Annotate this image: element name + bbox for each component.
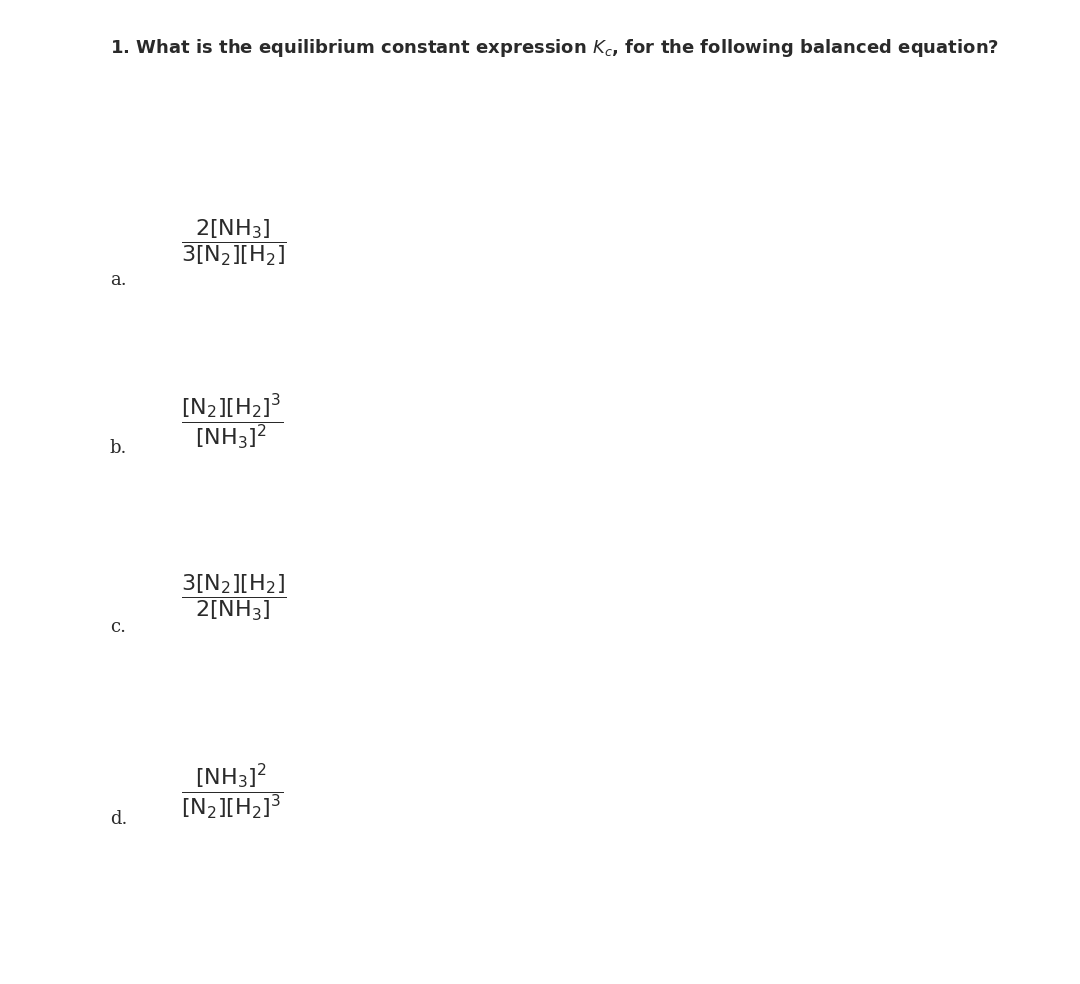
Text: d.: d. [110, 810, 127, 828]
Text: $\dfrac{[\mathrm{N_2}][\mathrm{H_2}]^3}{[\mathrm{NH_3}]^2}$: $\dfrac{[\mathrm{N_2}][\mathrm{H_2}]^3}{… [181, 392, 283, 451]
Text: b.: b. [110, 439, 127, 457]
Text: $\dfrac{[\mathrm{NH_3}]^2}{[\mathrm{N_2}][\mathrm{H_2}]^3}$: $\dfrac{[\mathrm{NH_3}]^2}{[\mathrm{N_2}… [181, 762, 283, 821]
Text: a.: a. [110, 272, 126, 289]
Text: $\dfrac{2[\mathrm{NH_3}]}{3[\mathrm{N_2}][\mathrm{H_2}]}$: $\dfrac{2[\mathrm{NH_3}]}{3[\mathrm{N_2}… [181, 218, 287, 268]
Text: c.: c. [110, 618, 125, 636]
Text: $\dfrac{3[\mathrm{N_2}][\mathrm{H_2}]}{2[\mathrm{NH_3}]}$: $\dfrac{3[\mathrm{N_2}][\mathrm{H_2}]}{2… [181, 574, 287, 623]
Text: 1. What is the equilibrium constant expression $K_c$, for the following balanced: 1. What is the equilibrium constant expr… [110, 37, 999, 59]
